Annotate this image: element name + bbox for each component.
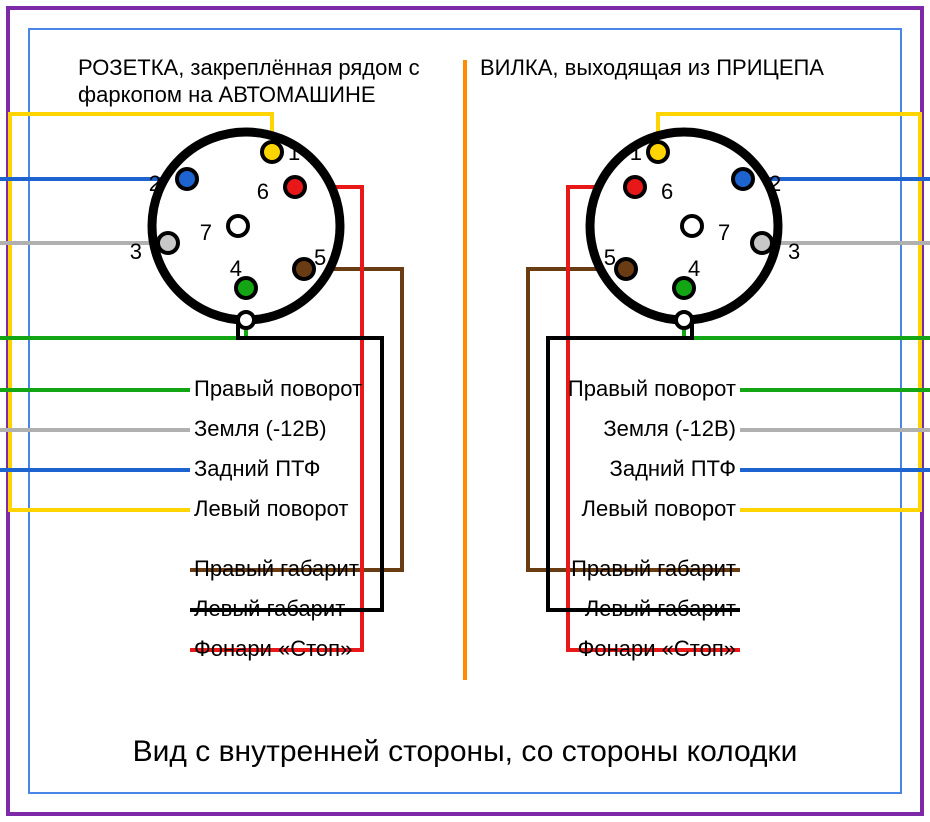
svg-text:3: 3 bbox=[788, 239, 800, 264]
svg-text:4: 4 bbox=[688, 256, 700, 281]
label-right-pin2: Задний ПТФ bbox=[610, 456, 736, 482]
label-left-pin1: Левый поворот bbox=[194, 496, 348, 522]
right-title-line1: ВИЛКА, выходящая из ПРИЦЕПА bbox=[480, 55, 824, 81]
label-right-pin5: Правый габарит bbox=[571, 556, 736, 582]
svg-text:7: 7 bbox=[200, 220, 212, 245]
label-left-pin2: Задний ПТФ bbox=[194, 456, 320, 482]
label-left-pin4: Правый поворот bbox=[194, 376, 362, 402]
label-right-pin4: Правый поворот bbox=[568, 376, 736, 402]
svg-text:5: 5 bbox=[314, 245, 326, 270]
left-title-line1: РОЗЕТКА, закреплённая рядом с bbox=[78, 55, 420, 81]
svg-text:2: 2 bbox=[149, 171, 161, 196]
svg-text:7: 7 bbox=[718, 220, 730, 245]
label-left-pin6: Фонари «Стоп» bbox=[194, 636, 352, 662]
bottom-caption: Вид с внутренней стороны, со стороны кол… bbox=[0, 735, 930, 769]
svg-text:2: 2 bbox=[769, 171, 781, 196]
svg-text:1: 1 bbox=[288, 140, 300, 165]
svg-text:5: 5 bbox=[604, 245, 616, 270]
label-left-pin5: Правый габарит bbox=[194, 556, 359, 582]
label-right-pin6: Фонари «Стоп» bbox=[578, 636, 736, 662]
left-title-line2: фаркопом на АВТОМАШИНЕ bbox=[78, 82, 376, 108]
svg-text:6: 6 bbox=[661, 179, 673, 204]
label-right-pin7: Левый габарит bbox=[585, 596, 736, 622]
wiring-svg: 1 2 3 4 5 6 7 1 2 3 4 5 6 7 bbox=[0, 0, 930, 822]
label-right-pin3: Земля (-12В) bbox=[603, 416, 736, 442]
svg-text:3: 3 bbox=[130, 239, 142, 264]
svg-text:6: 6 bbox=[257, 179, 269, 204]
label-right-pin1: Левый поворот bbox=[582, 496, 736, 522]
svg-text:1: 1 bbox=[630, 140, 642, 165]
svg-text:4: 4 bbox=[230, 256, 242, 281]
label-left-pin3: Земля (-12В) bbox=[194, 416, 327, 442]
label-left-pin7: Левый габарит bbox=[194, 596, 345, 622]
